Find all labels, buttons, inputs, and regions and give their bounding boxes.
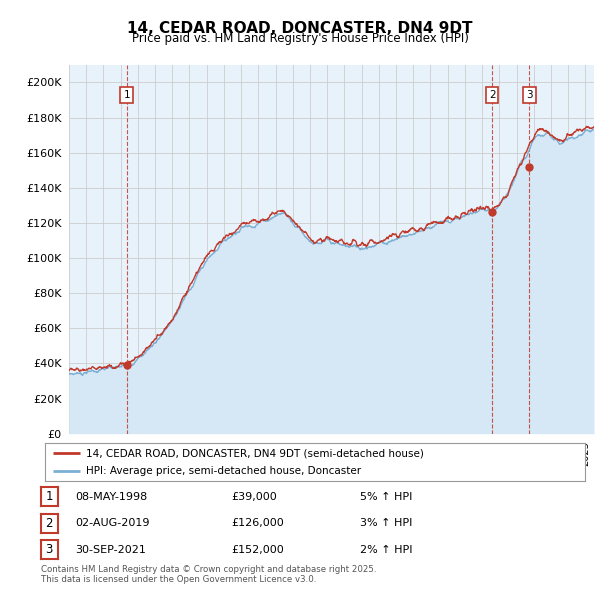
Text: £126,000: £126,000 <box>231 519 284 528</box>
Text: 3: 3 <box>526 90 533 100</box>
Text: 2: 2 <box>46 517 53 530</box>
Text: 3: 3 <box>46 543 53 556</box>
Text: £152,000: £152,000 <box>231 545 284 555</box>
Text: 02-AUG-2019: 02-AUG-2019 <box>75 519 149 528</box>
Text: 14, CEDAR ROAD, DONCASTER, DN4 9DT (semi-detached house): 14, CEDAR ROAD, DONCASTER, DN4 9DT (semi… <box>86 448 424 458</box>
Text: £39,000: £39,000 <box>231 492 277 502</box>
Text: 5% ↑ HPI: 5% ↑ HPI <box>360 492 412 502</box>
Text: 1: 1 <box>46 490 53 503</box>
Text: 1: 1 <box>124 90 130 100</box>
Text: 2% ↑ HPI: 2% ↑ HPI <box>360 545 413 555</box>
Text: Price paid vs. HM Land Registry's House Price Index (HPI): Price paid vs. HM Land Registry's House … <box>131 32 469 45</box>
Text: 3% ↑ HPI: 3% ↑ HPI <box>360 519 412 528</box>
Text: 2: 2 <box>489 90 496 100</box>
Text: 14, CEDAR ROAD, DONCASTER, DN4 9DT: 14, CEDAR ROAD, DONCASTER, DN4 9DT <box>127 21 473 35</box>
Text: HPI: Average price, semi-detached house, Doncaster: HPI: Average price, semi-detached house,… <box>86 466 361 476</box>
Text: Contains HM Land Registry data © Crown copyright and database right 2025.
This d: Contains HM Land Registry data © Crown c… <box>41 565 376 584</box>
Text: 30-SEP-2021: 30-SEP-2021 <box>75 545 146 555</box>
Text: 08-MAY-1998: 08-MAY-1998 <box>75 492 147 502</box>
